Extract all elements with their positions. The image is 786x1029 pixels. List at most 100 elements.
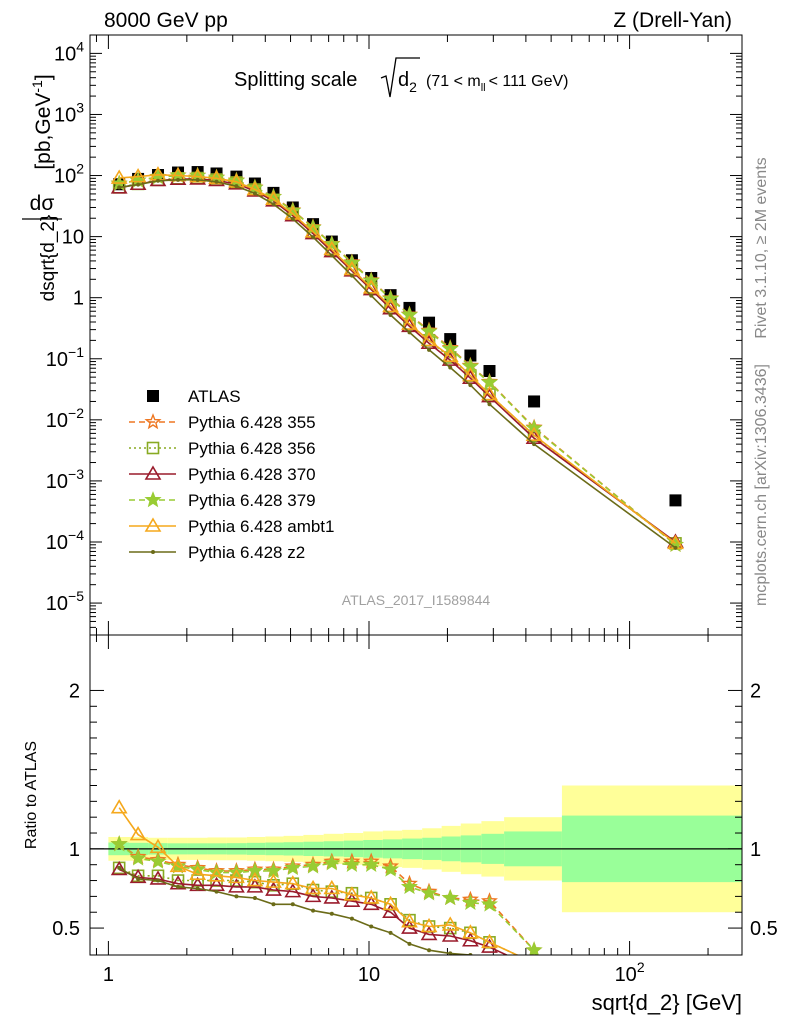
ratio-ylabel: Ratio to ATLAS	[23, 741, 40, 849]
series-pythia-6-428-z2	[117, 177, 678, 550]
ratio-series-pythia-6-428-ambt1	[110, 799, 535, 955]
main-y-tick-label: 10	[62, 227, 84, 249]
data-point-atlas	[669, 494, 682, 507]
title-range: (71 < mll < 111 GeV)	[426, 73, 568, 94]
ratio-point-pythia-6-428-z2	[369, 924, 374, 929]
data-point-pythia-6-428-ambt1	[420, 331, 438, 347]
ratio-point-pythia-6-428-370	[462, 932, 479, 947]
legend-marker	[144, 491, 162, 508]
data-point-pythia-6-428-z2	[369, 293, 374, 298]
ratio-series-pythia-6-428-379	[110, 835, 543, 955]
ratio-point-pythia-6-428-379	[480, 895, 498, 912]
data-point-pythia-6-428-ambt1	[110, 169, 128, 184]
ratio-point-pythia-6-428-z2	[252, 895, 257, 900]
ratio-point-pythia-6-428-370	[420, 925, 438, 941]
ratio-point-pythia-6-428-ambt1	[362, 889, 380, 904]
legend-item-pythia-6-428-z2: Pythia 6.428 z2	[129, 543, 305, 562]
ratio-point-pythia-6-428-379	[362, 855, 380, 873]
data-point-pythia-6-428-z2	[117, 185, 122, 190]
ratio-point-pythia-6-428-ambt1	[149, 838, 167, 854]
ratio-point-pythia-6-428-379	[129, 849, 147, 866]
ratio-point-pythia-6-428-379	[149, 852, 167, 869]
data-point-pythia-6-428-z2	[329, 253, 334, 258]
legend-marker	[151, 550, 155, 554]
main-title: Splitting scale	[234, 69, 357, 91]
data-point-pythia-6-428-370	[481, 388, 498, 403]
ratio-point-pythia-6-428-z2	[311, 908, 316, 913]
main-data	[110, 166, 684, 552]
data-point-pythia-6-428-ambt1	[462, 367, 479, 382]
legend-marker	[146, 441, 160, 455]
x-tick-label: 1	[103, 964, 114, 986]
legend-item-pythia-6-428-356: Pythia 6.428 356	[129, 439, 316, 458]
ratio-point-pythia-6-428-370	[149, 870, 167, 885]
ratio-point-pythia-6-428-z2	[407, 941, 412, 946]
legend-item-pythia-6-428-379: Pythia 6.428 379	[129, 491, 316, 510]
ratio-point-pythia-6-428-379	[284, 858, 302, 876]
data-point-pythia-6-428-ambt1	[401, 315, 418, 330]
ylabel-bottom: dsqrt{d_2}	[38, 215, 59, 302]
ratio-point-pythia-6-428-ambt1	[304, 879, 322, 895]
ratio-point-pythia-6-428-379	[382, 860, 400, 877]
ratio-point-pythia-6-428-ambt1	[284, 875, 302, 890]
ratio-point-pythia-6-428-ambt1	[441, 916, 459, 931]
legend-item-pythia-6-428-355: Pythia 6.428 355	[129, 413, 316, 432]
process-label: Z (Drell-Yan)	[613, 9, 732, 32]
ratio-point-pythia-6-428-ambt1	[382, 895, 399, 911]
title-sqrt-sub: 2	[409, 79, 417, 95]
data-point-pythia-6-428-z2	[234, 184, 239, 189]
ratio-point-pythia-6-428-ambt1	[169, 857, 187, 873]
ratio-point-pythia-6-428-z2	[349, 916, 354, 921]
data-point-pythia-6-428-z2	[427, 347, 432, 352]
data-point-pythia-6-428-z2	[448, 365, 453, 370]
data-point-pythia-6-428-ambt1	[362, 279, 380, 294]
main-y-tick-label: 103	[54, 99, 84, 126]
ratio-point-pythia-6-428-ambt1	[189, 865, 207, 881]
ratio-point-pythia-6-428-z2	[271, 902, 276, 907]
xlabel: sqrt{d_2} [GeV]	[592, 990, 742, 1015]
ratio-series-pythia-6-428-z2	[117, 865, 473, 955]
data-point-pythia-6-428-z2	[195, 177, 200, 182]
legend-item-pythia-6-428-370: Pythia 6.428 370	[129, 465, 316, 484]
main-y-tick-label: 10−3	[46, 466, 84, 493]
data-point-pythia-6-428-z2	[407, 330, 412, 335]
ylabel-units: [pb,GeV-1]	[29, 74, 55, 169]
ratio-point-pythia-6-428-z2	[329, 911, 334, 916]
ratio-point-pythia-6-428-379	[304, 857, 322, 874]
ratio-point-pythia-6-428-ambt1	[265, 873, 282, 888]
legend: ATLAS Pythia 6.428 355 Pythia 6.428 356 Pyt…	[129, 387, 334, 562]
data-point-pythia-6-428-z2	[311, 235, 316, 240]
main-title-text: Splitting scale	[234, 69, 357, 91]
data-point-pythia-6-428-z2	[349, 273, 354, 278]
data-point-pythia-6-428-ambt1	[525, 426, 543, 442]
ratio-line-pythia-6-428-355	[118, 843, 535, 951]
ylabel-units-close: ]	[32, 74, 55, 80]
data-point-pythia-6-428-ambt1	[481, 385, 498, 401]
rivet-label: Rivet 3.1.10, ≥ 2M events	[753, 157, 770, 338]
data-point-pythia-6-428-z2	[388, 313, 393, 318]
ratio-panel: 0.5 0.5 1 1 2 2 1 10 102 Ratio to ATLAS sqrt{d_2…	[23, 634, 778, 1015]
ratio-point-pythia-6-428-ambt1	[208, 867, 225, 882]
data-point-pythia-6-428-z2	[487, 402, 492, 407]
series-line-pythia-6-428-379	[119, 174, 677, 546]
x-tick-label: 102	[615, 959, 645, 986]
legend-marker	[144, 465, 162, 480]
main-y-tick-label: 10−1	[46, 344, 84, 371]
legend-marker	[144, 517, 162, 532]
ratio-point-pythia-6-428-ambt1	[228, 868, 245, 884]
ratio-point-pythia-6-428-370	[110, 860, 128, 876]
title-range-sub: ll	[481, 82, 486, 94]
ratio-y-tick-label: 0.5	[52, 918, 80, 940]
ratio-point-pythia-6-428-z2	[448, 951, 453, 955]
legend-label: Pythia 6.428 356	[188, 439, 316, 458]
ylabel-top: dσ	[30, 192, 55, 215]
ratio-point-pythia-6-428-ambt1	[401, 913, 418, 928]
ratio-data	[110, 799, 543, 955]
data-point-pythia-6-428-379	[246, 178, 264, 196]
data-point-pythia-6-428-379	[304, 218, 322, 236]
ratio-point-pythia-6-428-ambt1	[462, 924, 479, 939]
ratio-point-pythia-6-428-ambt1	[343, 886, 361, 901]
main-y-tick-label: 104	[54, 38, 84, 65]
